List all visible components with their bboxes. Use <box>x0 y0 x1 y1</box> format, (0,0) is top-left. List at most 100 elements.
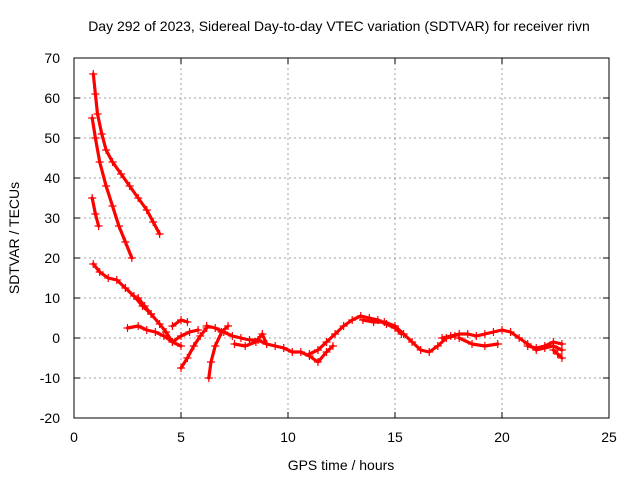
data-point <box>313 346 322 354</box>
data-point <box>91 134 100 142</box>
data-point <box>455 334 464 342</box>
data-point <box>322 338 331 346</box>
data-point <box>331 330 340 338</box>
data-point <box>155 230 164 238</box>
data-point <box>279 344 288 352</box>
data-point <box>271 342 280 350</box>
data-point <box>104 274 113 282</box>
data-point <box>108 158 117 166</box>
x-tick-label: 25 <box>601 429 617 445</box>
data-point <box>241 342 250 350</box>
data-point <box>204 374 213 382</box>
series-trace <box>361 318 457 354</box>
data-point <box>262 340 271 348</box>
data-point <box>399 330 408 338</box>
data-point <box>498 326 506 334</box>
x-axis-label: GPS time / hours <box>288 457 395 473</box>
data-point <box>219 328 228 336</box>
data-point <box>89 260 98 268</box>
series-arc-5 <box>123 322 203 346</box>
data-point <box>493 340 502 348</box>
series-trace <box>457 336 500 348</box>
y-tick-label: 60 <box>44 90 60 106</box>
data-point <box>211 342 220 350</box>
data-point <box>480 342 489 350</box>
data-point <box>224 322 233 330</box>
data-point <box>89 70 98 78</box>
y-tick-label: 10 <box>44 290 60 306</box>
data-point <box>463 330 472 338</box>
data-point <box>472 332 481 340</box>
data-point <box>123 324 132 332</box>
data-point <box>515 334 524 342</box>
series-arc-7 <box>168 316 192 330</box>
data-point <box>408 338 417 346</box>
data-point <box>288 348 297 356</box>
data-point <box>230 340 239 348</box>
y-tick-labels: -20 -10 0 10 20 30 40 50 60 70 <box>40 50 60 426</box>
data-point <box>95 158 104 166</box>
data-point <box>322 348 331 356</box>
data-point <box>196 332 205 340</box>
series-arc-11 <box>230 330 337 366</box>
data-point <box>540 342 549 350</box>
series-arc-2 <box>88 114 136 262</box>
series-trace <box>170 318 189 328</box>
x-tick-labels: 0 5 10 15 20 25 <box>70 429 617 445</box>
data-point <box>305 350 314 358</box>
x-tick-label: 15 <box>387 429 403 445</box>
series-arc-17 <box>549 346 566 362</box>
data-point <box>88 194 97 202</box>
data-point <box>127 254 136 262</box>
series-trace <box>91 262 183 348</box>
data-point <box>348 316 357 324</box>
data-point <box>142 326 151 334</box>
data-point <box>358 316 367 324</box>
data-point <box>151 328 160 336</box>
data-point <box>425 348 434 356</box>
data-point <box>142 206 151 214</box>
x-tick-label: 10 <box>280 429 296 445</box>
y-tick-label: 40 <box>44 170 60 186</box>
data-point <box>438 334 447 342</box>
data-point <box>91 90 100 98</box>
data-point <box>183 318 192 326</box>
chart-title: Day 292 of 2023, Sidereal Day-to-day VTE… <box>88 18 590 34</box>
data-point <box>112 276 121 284</box>
data-point <box>102 146 111 154</box>
data-point <box>489 328 498 336</box>
data-point <box>328 342 337 350</box>
data-point <box>168 338 177 346</box>
data-point <box>258 330 267 338</box>
series-arc-1 <box>89 70 164 238</box>
data-point <box>369 318 378 326</box>
data-point <box>94 222 103 230</box>
data-point <box>185 328 194 336</box>
data-point <box>549 338 558 346</box>
data-point <box>251 338 260 346</box>
data-point <box>183 354 192 362</box>
data-point <box>557 340 566 348</box>
y-tick-label: 50 <box>44 130 60 146</box>
series-arc-4 <box>89 260 185 350</box>
data-point <box>117 170 126 178</box>
y-tick-label: 20 <box>44 250 60 266</box>
data-point <box>211 324 220 332</box>
data-point <box>121 238 130 246</box>
data-point <box>114 222 123 230</box>
data-point <box>433 342 442 350</box>
data-point <box>121 284 130 292</box>
data-point <box>202 322 211 330</box>
y-tick-label: 70 <box>44 50 60 66</box>
y-tick-label: 30 <box>44 210 60 226</box>
data-point <box>134 294 143 302</box>
data-point <box>134 322 143 330</box>
data-point <box>97 130 106 138</box>
data-point <box>147 310 156 318</box>
data-point <box>155 320 164 328</box>
data-point <box>206 358 215 366</box>
data-point <box>189 342 198 350</box>
data-point <box>236 334 245 342</box>
data-point <box>557 354 566 362</box>
